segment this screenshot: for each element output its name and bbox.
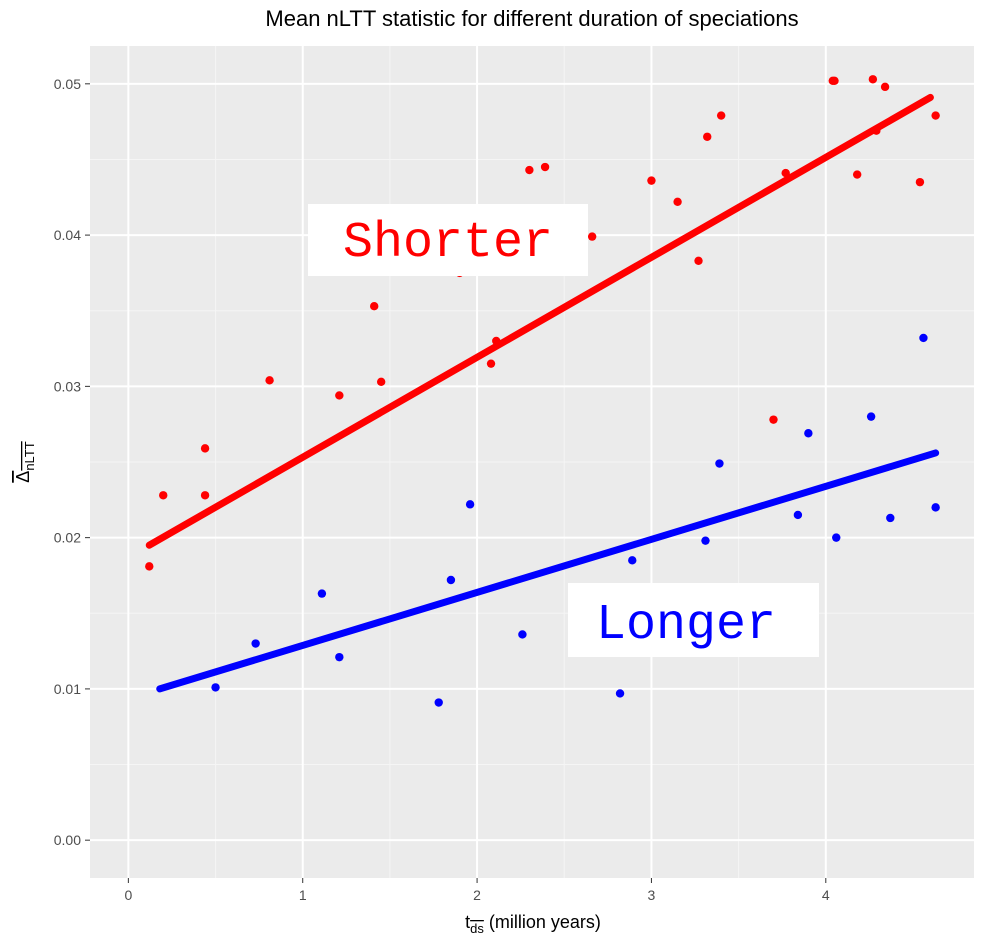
x-axis-title-rest: (million years) <box>484 912 601 932</box>
y-tick-label: 0.00 <box>54 832 81 848</box>
data-point-1 <box>317 589 327 598</box>
data-point-1 <box>866 412 876 421</box>
data-point-0 <box>769 415 778 424</box>
data-point-1 <box>211 683 220 692</box>
data-point-0 <box>781 168 790 178</box>
data-point-1 <box>628 556 637 565</box>
data-point-1 <box>335 652 344 662</box>
data-point-1 <box>434 698 443 707</box>
data-point-0 <box>931 111 940 120</box>
data-point-0 <box>868 75 878 84</box>
data-point-0 <box>370 301 379 311</box>
data-point-0 <box>703 132 712 141</box>
data-point-1 <box>251 639 260 648</box>
data-point-0 <box>376 377 386 387</box>
data-point-0 <box>587 232 597 241</box>
y-tick-label: 0.04 <box>54 227 81 243</box>
data-point-1 <box>886 513 895 523</box>
data-point-1 <box>518 630 527 639</box>
data-point-0 <box>540 162 550 172</box>
data-point-0 <box>880 82 890 92</box>
data-point-0 <box>673 197 682 207</box>
data-point-0 <box>716 111 726 120</box>
data-point-1 <box>804 429 813 438</box>
grid-major <box>90 46 974 878</box>
data-point-1 <box>931 503 940 512</box>
data-point-0 <box>647 176 656 185</box>
data-point-0 <box>335 391 344 400</box>
data-point-0 <box>525 165 534 175</box>
data-point-0 <box>200 444 210 453</box>
data-point-0 <box>159 491 168 500</box>
x-axis: 0 1 2 3 4 <box>124 878 830 903</box>
data-point-1 <box>715 459 724 468</box>
data-point-1 <box>615 689 625 698</box>
data-point-0 <box>200 491 210 500</box>
annotation-shorter-box <box>308 204 588 276</box>
data-point-0 <box>486 359 496 368</box>
fit-line-1 <box>156 449 940 693</box>
y-axis: 0.00 0.01 0.02 0.03 0.04 0.05 <box>54 76 90 848</box>
data-point-1 <box>919 333 928 343</box>
data-point-0 <box>265 376 274 385</box>
data-point-1 <box>793 510 803 520</box>
data-point-1 <box>446 575 456 585</box>
x-tick-label: 3 <box>648 887 656 903</box>
data-point-1 <box>701 536 710 545</box>
data-point-0 <box>492 336 501 346</box>
chart-title: Mean nLTT statistic for different durati… <box>265 6 798 31</box>
y-axis-title-sub: nLTT <box>22 441 37 470</box>
annotation-shorter-label: Shorter <box>343 215 553 272</box>
x-tick-label: 1 <box>299 887 307 903</box>
fit-lines <box>145 93 940 693</box>
y-tick-label: 0.02 <box>54 530 81 546</box>
x-axis-title-sub: ds <box>470 921 484 936</box>
annotation-longer-box <box>568 583 819 657</box>
fit-line-0 <box>145 93 934 549</box>
x-axis-title: tds (million years) <box>465 912 601 936</box>
data-point-0 <box>852 170 862 179</box>
x-axis-title-main: t <box>465 912 470 932</box>
data-point-1 <box>465 500 475 509</box>
annotation-longer: Longer <box>568 583 819 657</box>
y-tick-label: 0.01 <box>54 681 81 697</box>
data-point-0 <box>145 562 154 571</box>
data-point-0 <box>915 177 925 187</box>
y-tick-label: 0.05 <box>54 76 81 92</box>
x-tick-label: 2 <box>473 887 481 903</box>
annotation-shorter: Shorter <box>308 204 588 276</box>
data-point-0 <box>694 256 703 266</box>
annotation-longer-label: Longer <box>596 597 776 654</box>
data-point-0 <box>872 126 881 135</box>
data-point-1 <box>832 533 841 542</box>
y-tick-label: 0.03 <box>54 378 81 394</box>
y-axis-title: ΔnLTT <box>13 441 37 482</box>
data-point-0 <box>830 76 839 85</box>
x-tick-label: 0 <box>124 887 132 903</box>
y-axis-title-main: Δ <box>13 471 33 483</box>
x-tick-label: 4 <box>822 887 830 903</box>
